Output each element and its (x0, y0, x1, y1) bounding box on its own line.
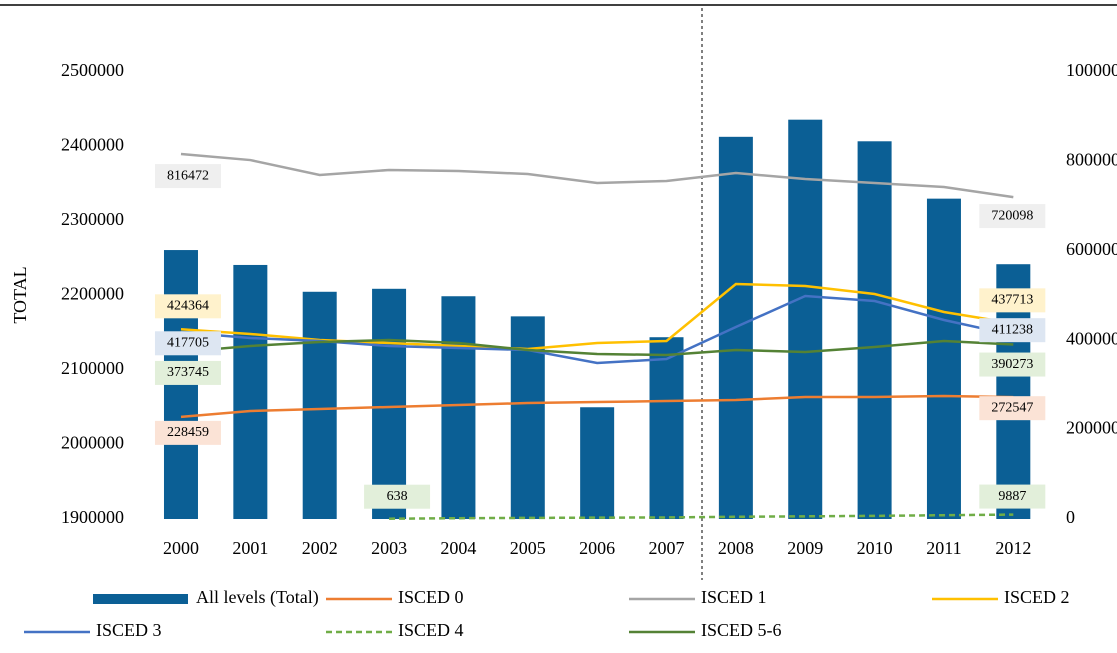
line (180, 338, 1014, 357)
legend-swatch (93, 594, 188, 604)
x-tick-label: 2005 (510, 538, 546, 558)
data-label-box (979, 352, 1046, 377)
x-tick-label: 2000 (163, 538, 199, 558)
y-tick-label: 2100000 (61, 358, 124, 378)
data-label-box (979, 396, 1046, 421)
bar (302, 291, 337, 519)
legend-label: ISCED 2 (1004, 587, 1070, 607)
data-label: 720098 (991, 208, 1033, 223)
x-tick-label: 2007 (649, 538, 685, 558)
legend-label: All levels (Total) (196, 587, 319, 608)
y-tick-label: 2200000 (61, 284, 124, 304)
legend-label: ISCED 3 (96, 620, 162, 640)
x-tick-label: 2011 (926, 538, 961, 558)
data-label: 411238 (992, 322, 1033, 337)
data-label: 390273 (991, 357, 1033, 372)
data-label: 437713 (991, 293, 1033, 308)
bar (926, 198, 961, 519)
y-tick-label: 2000000 (61, 433, 124, 453)
legend-label: ISCED 0 (398, 587, 464, 607)
bar (649, 337, 684, 519)
y-axis-label: TOTAL (10, 266, 30, 323)
line (389, 513, 1014, 520)
data-label-box (154, 331, 221, 356)
y2-tick-label: 600000 (1066, 239, 1117, 259)
legend-label: ISCED 5-6 (701, 620, 782, 640)
data-label: 373745 (167, 365, 209, 380)
bar (233, 264, 268, 519)
data-label: 9887 (998, 489, 1026, 504)
data-label-box (154, 360, 221, 385)
bar (857, 141, 892, 519)
x-tick-label: 2010 (857, 538, 893, 558)
data-label: 424364 (167, 299, 209, 314)
bar (441, 296, 476, 519)
data-label-box (154, 164, 221, 189)
y2-tick-label: 0 (1066, 507, 1075, 527)
x-tick-label: 2003 (371, 538, 407, 558)
bar (372, 288, 407, 519)
data-label-box (154, 420, 221, 445)
x-tick-label: 2008 (718, 538, 754, 558)
x-tick-label: 2009 (787, 538, 823, 558)
x-tick-label: 2012 (995, 538, 1031, 558)
data-label-box (979, 204, 1046, 229)
y2-tick-label: 800000 (1066, 150, 1117, 170)
data-label-box (979, 484, 1046, 509)
bar (788, 119, 823, 520)
y-tick-label: 2400000 (61, 135, 124, 155)
y-tick-label: 2300000 (61, 209, 124, 229)
y-tick-label: 1900000 (61, 507, 124, 527)
line (180, 152, 1014, 199)
data-label-box (979, 288, 1046, 313)
x-tick-label: 2002 (302, 538, 338, 558)
legend-label: ISCED 1 (701, 587, 767, 607)
y2-tick-label: 1000000 (1066, 60, 1117, 80)
data-label: 638 (387, 489, 408, 504)
data-label-box (154, 294, 221, 319)
y2-tick-label: 400000 (1066, 328, 1117, 348)
data-label: 272547 (991, 400, 1033, 415)
x-tick-label: 2004 (440, 538, 476, 558)
bar (580, 407, 615, 519)
x-tick-label: 2006 (579, 538, 615, 558)
data-label: 417705 (167, 336, 209, 351)
data-label-box (364, 484, 431, 509)
y2-tick-label: 200000 (1066, 418, 1117, 438)
data-label: 816472 (167, 168, 209, 183)
data-label-box (979, 318, 1046, 343)
x-tick-label: 2001 (232, 538, 268, 558)
line (180, 394, 1014, 419)
data-label: 228459 (167, 425, 209, 440)
legend-label: ISCED 4 (398, 620, 464, 640)
y-tick-label: 2500000 (61, 60, 124, 80)
